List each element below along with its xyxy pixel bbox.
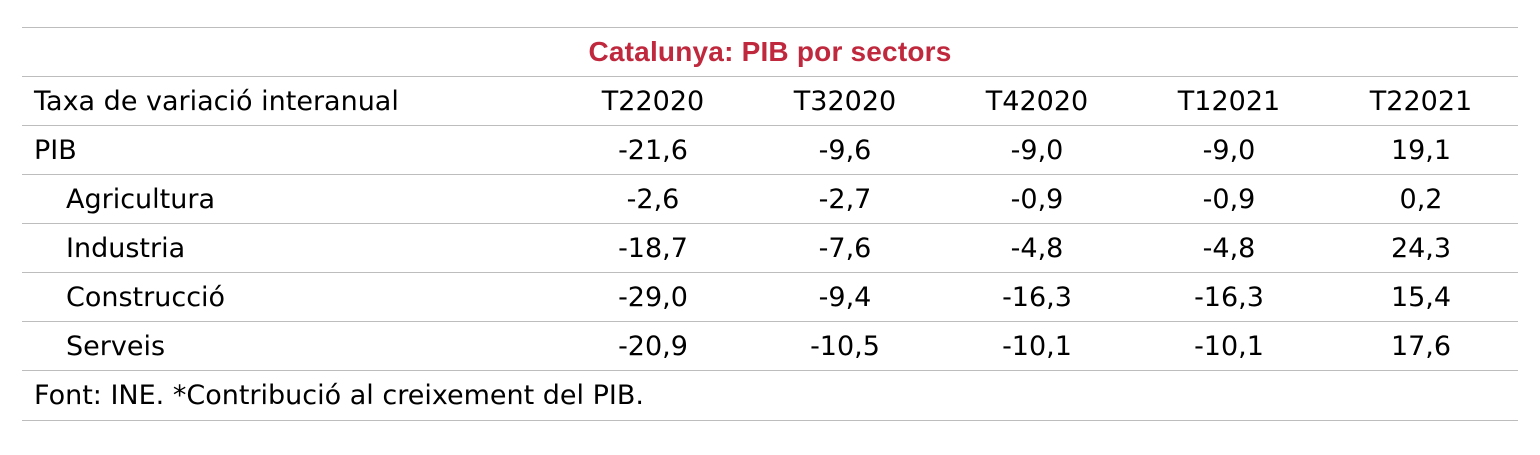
table-cell: -18,7 <box>618 232 688 264</box>
table-cell: -10,5 <box>810 330 880 362</box>
table-cell: 24,3 <box>1390 232 1452 264</box>
table-cell: -0,9 <box>1010 183 1064 215</box>
table-cell: -4,8 <box>1010 232 1064 264</box>
table-cell: -29,0 <box>618 281 688 313</box>
table-header-row: Taxa de variació interanual T22020 T3202… <box>22 77 1518 126</box>
table-cell: -9,0 <box>1010 134 1064 166</box>
column-header: T22020 <box>601 85 705 117</box>
column-header: T42020 <box>985 85 1089 117</box>
table-cell: -9,6 <box>818 134 872 166</box>
table-cell: 19,1 <box>1390 134 1452 166</box>
table-body: PIB -21,6 -9,6 -9,0 -9,0 19,1 Agricultura -2,6 -… <box>22 126 1518 371</box>
table-cell: -0,9 <box>1202 183 1256 215</box>
row-label: Agricultura <box>66 183 216 215</box>
row-label: Serveis <box>66 330 166 362</box>
table-cell: 17,6 <box>1390 330 1452 362</box>
row-label: Construcció <box>66 281 226 313</box>
table-cell: -2,7 <box>818 183 872 215</box>
column-header: T12021 <box>1177 85 1281 117</box>
table-cell: -21,6 <box>618 134 688 166</box>
table-cell: -16,3 <box>1194 281 1264 313</box>
table-cell: -2,6 <box>626 183 680 215</box>
row-label: Industria <box>66 232 186 264</box>
table-cell: -10,1 <box>1002 330 1072 362</box>
table-cell: 15,4 <box>1390 281 1452 313</box>
table-cell: 0,2 <box>1399 183 1443 215</box>
column-header: T32020 <box>793 85 897 117</box>
table-row: Agricultura -2,6 -2,7 -0,9 -0,9 0,2 <box>22 175 1518 224</box>
table-row: Construcció -29,0 -9,4 -16,3 -16,3 15,4 <box>22 273 1518 322</box>
column-header: T22021 <box>1369 85 1473 117</box>
table-cell: -20,9 <box>618 330 688 362</box>
table-title-row: Catalunya: PIB por sectors <box>22 27 1518 77</box>
table-cell: -4,8 <box>1202 232 1256 264</box>
table-cell: -16,3 <box>1002 281 1072 313</box>
table-row: PIB -21,6 -9,6 -9,0 -9,0 19,1 <box>22 126 1518 175</box>
table-title: Catalunya: PIB por sectors <box>588 36 952 67</box>
table-cell: -7,6 <box>818 232 872 264</box>
table-cell: -9,0 <box>1202 134 1256 166</box>
table-row: Industria -18,7 -7,6 -4,8 -4,8 24,3 <box>22 224 1518 273</box>
row-label: PIB <box>34 134 77 166</box>
table-cell: -10,1 <box>1194 330 1264 362</box>
table-footnote: Font: INE. *Contribució al creixement de… <box>34 380 644 411</box>
table-cell: -9,4 <box>818 281 872 313</box>
table-footer-row: Font: INE. *Contribució al creixement de… <box>22 371 1518 421</box>
data-table: Catalunya: PIB por sectors Taxa de varia… <box>22 27 1518 421</box>
header-label: Taxa de variació interanual <box>34 85 399 117</box>
table-row: Serveis -20,9 -10,5 -10,1 -10,1 17,6 <box>22 322 1518 371</box>
